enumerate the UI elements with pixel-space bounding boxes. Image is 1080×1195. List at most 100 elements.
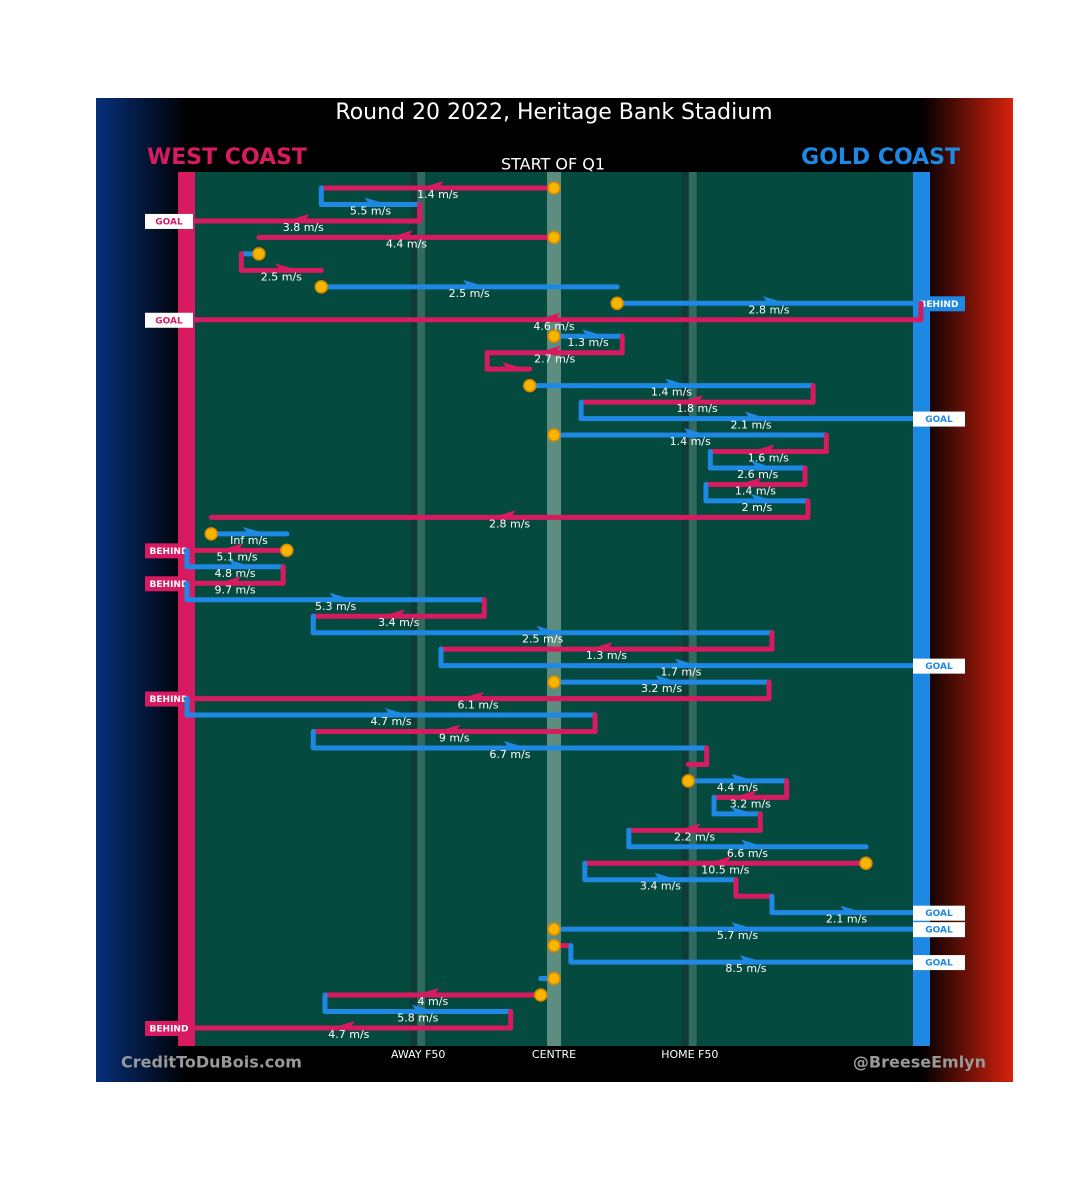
- arrow: [680, 823, 701, 830]
- stoppage-marker: [681, 774, 696, 788]
- speed-label: 5.1 m/s: [216, 550, 257, 563]
- arrow: [385, 708, 406, 715]
- x-tick-label: AWAY F50: [391, 1048, 445, 1061]
- speed-label: 1.4 m/s: [651, 386, 692, 399]
- arrow: [736, 790, 757, 797]
- arrow: [289, 213, 310, 220]
- outcome-box: [913, 922, 965, 938]
- arrow: [503, 740, 524, 747]
- outcome-label: BEHIND: [150, 547, 189, 557]
- outcome-box: [145, 213, 193, 229]
- stoppage-marker: [547, 181, 561, 195]
- speed-label: 3.2 m/s: [641, 682, 682, 695]
- outcome-box: [913, 411, 965, 427]
- outcome-label: BEHIND: [920, 300, 959, 310]
- arrow: [275, 263, 296, 270]
- outcome-box: [145, 576, 193, 592]
- stoppage-marker: [534, 988, 548, 1002]
- outcome-box: [145, 691, 193, 707]
- team-name: WEST COAST: [147, 145, 307, 170]
- arrow: [674, 658, 695, 665]
- speed-label: 2.8 m/s: [748, 303, 789, 316]
- arrow: [364, 197, 385, 204]
- speed-label: 2.1 m/s: [731, 419, 772, 432]
- stoppage-marker: [523, 378, 537, 393]
- outcome-label: GOAL: [925, 415, 953, 425]
- speed-label: 10.5 m/s: [701, 863, 749, 876]
- stoppage-marker: [859, 856, 873, 871]
- arrow: [229, 559, 250, 566]
- speed-label: 2.5 m/s: [449, 287, 490, 300]
- outcome-label: GOAL: [155, 316, 183, 326]
- arrow: [711, 856, 732, 863]
- outcome-label: BEHIND: [150, 695, 189, 705]
- speed-label: 1.3 m/s: [586, 649, 627, 662]
- speed-label: 6.6 m/s: [727, 847, 768, 860]
- outcome-label: GOAL: [925, 909, 953, 919]
- speed-label: 9.7 m/s: [214, 583, 255, 596]
- stoppage-marker: [204, 527, 218, 541]
- arrow: [739, 955, 760, 962]
- speed-label: 1.6 m/s: [748, 452, 789, 465]
- arrow: [683, 395, 704, 402]
- arrow: [418, 988, 439, 995]
- arrow: [840, 905, 861, 912]
- arrow: [665, 378, 686, 385]
- arrow: [502, 362, 523, 369]
- outcome-box: [913, 296, 965, 312]
- arrow: [731, 773, 752, 780]
- field-line: [688, 172, 697, 1046]
- arrow: [684, 428, 705, 435]
- arrow: [221, 576, 242, 583]
- outcome-label: GOAL: [925, 926, 953, 936]
- field-line: [547, 172, 561, 1046]
- outcome-label: GOAL: [925, 662, 953, 672]
- speed-label: 4.6 m/s: [533, 320, 574, 333]
- arrow: [463, 279, 484, 286]
- arrow: [384, 609, 405, 616]
- arrow: [495, 510, 516, 517]
- speed-label: 2.1 m/s: [826, 913, 867, 926]
- credit: CreditToDuBois.com: [121, 1053, 302, 1072]
- speed-label: 3.4 m/s: [378, 616, 419, 629]
- speed-label: 2.5 m/s: [261, 270, 302, 283]
- speed-label: 1.4 m/s: [735, 484, 776, 497]
- arrow: [731, 806, 752, 813]
- stoppage-marker: [547, 922, 561, 936]
- subtitle: START OF Q1: [501, 155, 605, 174]
- stoppage-marker: [547, 675, 561, 689]
- arrow: [763, 296, 784, 303]
- x-tick-label: HOME F50: [661, 1048, 718, 1061]
- stoppage-marker: [547, 971, 561, 986]
- arrow: [750, 493, 771, 500]
- outcome-label: GOAL: [155, 217, 183, 227]
- outcome-label: BEHIND: [150, 580, 189, 590]
- speed-label: 8.5 m/s: [725, 962, 766, 975]
- gold-coast-bar: [913, 172, 930, 1046]
- arrow: [423, 181, 444, 187]
- stoppage-marker: [610, 296, 624, 311]
- arrow: [745, 411, 766, 418]
- speed-label: 4.7 m/s: [370, 715, 411, 728]
- speed-label: 5.8 m/s: [397, 1012, 438, 1025]
- arrow: [222, 543, 243, 550]
- speed-label: 5.5 m/s: [350, 204, 391, 217]
- outcome-box: [145, 312, 193, 328]
- speed-label: 1.7 m/s: [660, 666, 701, 679]
- speed-label: 2 m/s: [742, 501, 773, 514]
- west-coast-bar: [178, 172, 195, 1046]
- arrow: [243, 526, 264, 533]
- arrow: [731, 922, 752, 929]
- speed-label: 5.7 m/s: [717, 929, 758, 942]
- outcome-label: GOAL: [925, 959, 953, 969]
- speed-label: 4.8 m/s: [214, 567, 255, 580]
- arrow: [741, 477, 762, 484]
- speed-label: 9 m/s: [439, 732, 470, 745]
- arrow: [392, 230, 413, 237]
- arrow: [540, 312, 560, 319]
- arrow: [582, 329, 603, 336]
- arrow: [655, 675, 676, 682]
- arrow: [440, 724, 461, 731]
- arrow: [329, 592, 350, 599]
